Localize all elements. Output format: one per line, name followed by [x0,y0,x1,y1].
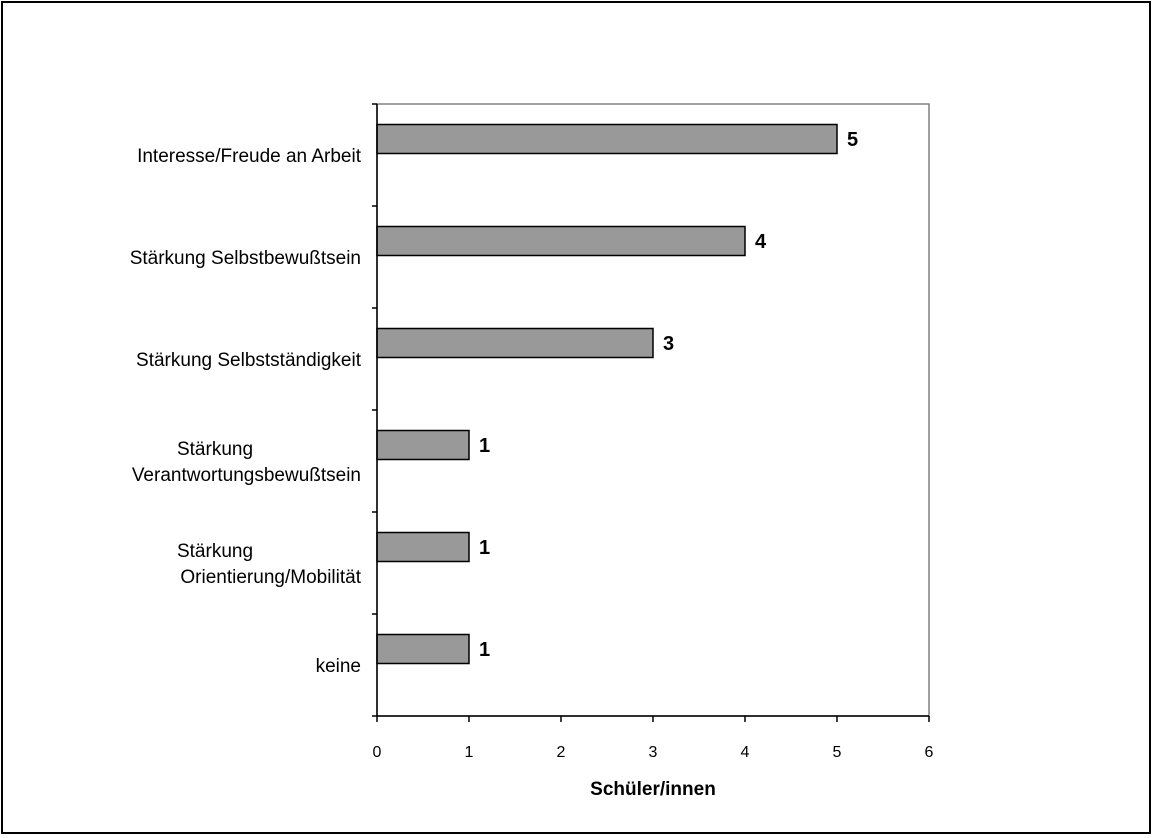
y-tick-label: Stärkung Selbstbewußtsein [130,248,361,269]
x-tick-label: 1 [465,744,474,761]
data-label: 3 [663,333,674,355]
axes-group: 0 1 2 3 4 5 6 Interesse/Freude an Arbeit Stärkun… [130,103,934,761]
y-tick-label: Interesse/Freude an Arbeit [137,146,362,167]
data-label: 1 [479,537,490,559]
x-tick-label: 6 [925,744,934,761]
bar [376,633,470,665]
y-tick-label: Orientierung/Mobilität [180,567,361,588]
y-tick-label: Stärkung Selbstständigkeit [136,350,362,371]
x-tick-label: 0 [373,744,382,761]
y-tick-label: Stärkung [177,541,253,562]
y-tick-label: keine [316,656,361,677]
bar [376,531,470,563]
bar [376,327,654,359]
bar [376,429,470,461]
data-label: 1 [479,435,490,457]
x-tick-label: 5 [833,744,842,761]
y-tick-label: Verantwortungsbewußtsein [132,465,361,486]
x-tick-label: 4 [741,744,750,761]
x-tick-label: 3 [649,744,658,761]
y-tick-label: Stärkung [177,439,253,460]
bar [376,225,746,257]
data-label: 4 [755,231,767,253]
data-label: 1 [479,639,490,661]
x-tick-label: 2 [557,744,566,761]
x-axis-title: Schüler/innen [590,779,716,800]
bar [376,123,838,155]
data-label: 5 [847,129,858,151]
plot-area [376,103,930,717]
